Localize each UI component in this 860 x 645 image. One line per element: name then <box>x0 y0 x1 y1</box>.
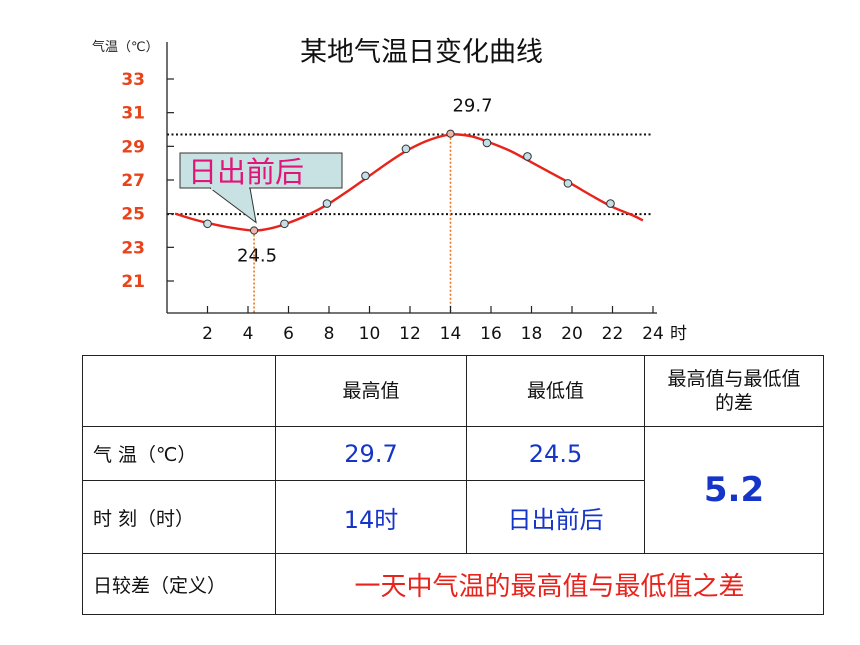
y-tick-label: 31 <box>121 104 145 124</box>
temperature-difference-value: 5.2 <box>644 426 824 554</box>
y-tick-label: 33 <box>121 70 145 90</box>
y-tick-label: 21 <box>121 272 145 292</box>
callout-box <box>179 152 343 189</box>
x-tick-label: 20 <box>561 324 583 344</box>
callout-joint <box>211 186 249 190</box>
y-tick-label: 23 <box>121 238 145 258</box>
header-min: 最低值 <box>466 355 645 427</box>
data-point <box>322 199 332 208</box>
header-diff-text: 最高值与最低值的差 <box>667 368 801 414</box>
header-diff: 最高值与最低值的差 <box>644 355 824 427</box>
x-tick-label: 10 <box>359 324 381 344</box>
y-axis-label: 气温（℃） <box>92 40 159 55</box>
chart-title: 某地气温日变化曲线 <box>300 37 543 68</box>
max-temperature-value: 29.7 <box>275 426 467 481</box>
y-tick-label: 29 <box>121 137 145 157</box>
data-point <box>280 219 289 229</box>
x-axis-label: 时 <box>670 324 687 344</box>
max-value-label: 29.7 <box>452 96 492 117</box>
min-time-value: 日出前后 <box>466 480 645 554</box>
data-point <box>401 144 411 154</box>
header-empty-cell <box>82 355 276 427</box>
data-point <box>249 226 259 235</box>
row-label-definition: 日较差（定义） <box>82 553 276 615</box>
min-temperature-value: 24.5 <box>466 426 645 481</box>
x-tick-label: 14 <box>440 324 462 344</box>
row-label-time: 时 刻（时） <box>82 480 276 554</box>
data-point <box>523 152 532 161</box>
table-row: 日较差（定义） 一天中气温的最高值与最低值之差 <box>82 553 824 615</box>
definition-text: 一天中气温的最高值与最低值之差 <box>275 553 824 615</box>
table-header-row: 最高值 最低值 最高值与最低值的差 <box>82 355 824 427</box>
callout-label: 日出前后 <box>188 155 304 189</box>
header-max: 最高值 <box>275 355 467 427</box>
data-point <box>606 199 615 208</box>
x-tick-label: 18 <box>521 324 543 344</box>
x-tick-label: 8 <box>324 324 335 344</box>
table-row: 气 温（℃） 29.7 24.5 5.2 <box>82 426 824 554</box>
x-tick-label: 16 <box>480 324 502 344</box>
x-tick-label: 6 <box>283 324 294 344</box>
temperature-table: 最高值 最低值 最高值与最低值的差 气 温（℃） 29.7 24.5 5.2 时… <box>82 355 824 615</box>
x-tick-label: 22 <box>602 324 624 344</box>
x-tick-label: 4 <box>243 324 254 344</box>
x-tick-label: 12 <box>399 324 421 344</box>
data-point <box>446 129 455 138</box>
row-label-temperature: 气 温（℃） <box>82 426 276 481</box>
data-point <box>203 219 212 229</box>
data-point <box>361 171 370 181</box>
data-point <box>482 138 492 148</box>
x-tick-label: 2 <box>202 324 213 344</box>
y-tick-label: 25 <box>121 205 145 225</box>
min-value-label: 24.5 <box>237 246 277 267</box>
data-point <box>563 179 573 188</box>
y-tick-label: 27 <box>121 171 145 191</box>
callout-pointer <box>208 187 257 224</box>
x-tick-label: 24 <box>642 324 664 344</box>
max-time-value: 14时 <box>275 480 467 554</box>
table-row: 时 刻（时） 14时 日出前后 <box>82 480 824 554</box>
